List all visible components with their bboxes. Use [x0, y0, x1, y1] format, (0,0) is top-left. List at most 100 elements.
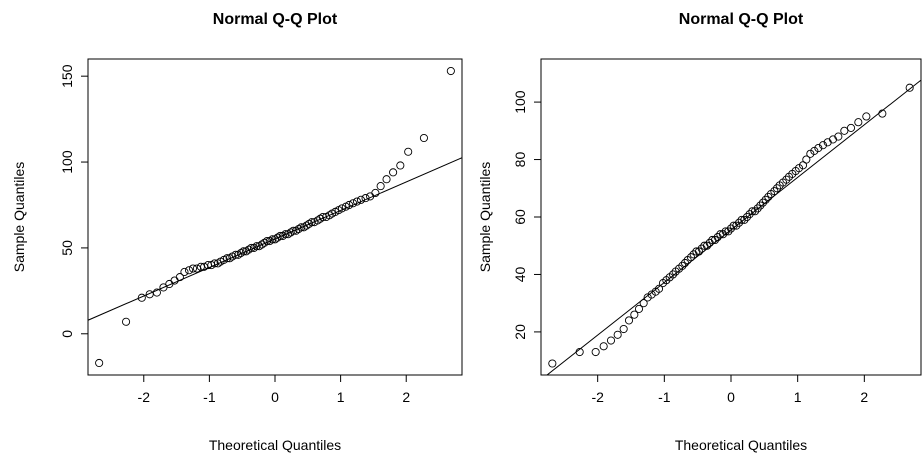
left-data-point [286, 228, 295, 237]
left-data-point [263, 236, 272, 246]
right-y-tick-label: 60 [512, 209, 528, 225]
left-data-point [265, 236, 274, 246]
right-data-point [862, 112, 871, 121]
right-x-tick-label: -2 [591, 389, 604, 405]
left-data-point [210, 259, 219, 268]
left-data-point [260, 238, 269, 247]
left-data-point [231, 250, 240, 259]
right-y-tick-label: 20 [512, 324, 528, 340]
left-reference-line [88, 157, 462, 321]
left-data-point [345, 200, 354, 210]
right-y-tick-label: 80 [512, 152, 528, 168]
right-data-point [613, 330, 622, 339]
left-data-point [325, 211, 334, 220]
right-data-point [818, 141, 828, 150]
right-data-point [575, 347, 584, 357]
left-y-tick-label: 50 [59, 240, 75, 256]
left-data-point [252, 242, 261, 251]
left-data-point [371, 188, 380, 198]
left-y-tick-label: 150 [59, 64, 75, 88]
left-data-point [389, 168, 398, 177]
right-data-point [878, 109, 887, 118]
right-data-point [758, 198, 768, 207]
right-data-point [750, 207, 760, 216]
left-points-group [95, 66, 455, 368]
right-data-point [761, 195, 770, 204]
right-data-point [634, 304, 644, 313]
right-data-point [599, 342, 608, 351]
left-data-point [244, 245, 253, 254]
left-data-point [289, 226, 298, 235]
left-data-point [352, 197, 362, 206]
left-x-tick-label: 2 [402, 389, 410, 405]
right-data-point [756, 201, 765, 210]
left-data-point [294, 224, 303, 234]
left-data-point [249, 243, 259, 252]
right-points-group [548, 83, 914, 368]
left-data-point [297, 223, 306, 232]
left-data-point [213, 259, 222, 268]
right-x-tick-label: 0 [727, 389, 735, 405]
left-data-point [376, 182, 385, 191]
left-data-point [159, 283, 168, 292]
left-data-point [184, 266, 194, 275]
right-data-point [772, 184, 782, 193]
right-data-point [643, 293, 652, 302]
right-data-point [764, 192, 773, 201]
left-data-point [137, 293, 146, 302]
right-x-axis-label: Theoretical Quantiles [675, 437, 807, 453]
right-reference-line-group [546, 79, 921, 375]
left-data-point [223, 254, 232, 263]
right-data-point [810, 146, 819, 155]
left-data-point [349, 199, 358, 208]
right-data-point [624, 316, 634, 325]
left-y-axis-label: Sample Quantiles [11, 162, 27, 273]
left-data-point [188, 264, 198, 273]
right-data-point [647, 290, 656, 299]
left-data-point [152, 288, 161, 297]
left-x-tick-label: 0 [271, 389, 279, 405]
qq-plot-panel-right: Normal Q-Q Plot Theoretical Quantiles Sa… [477, 11, 922, 453]
right-data-point [806, 149, 815, 158]
left-data-point [122, 317, 131, 326]
left-data-point [446, 66, 455, 76]
right-data-point [724, 227, 733, 236]
left-data-point [316, 214, 325, 223]
left-x-tick-label: -2 [138, 389, 151, 405]
left-data-point [281, 230, 290, 239]
right-data-point [753, 204, 762, 213]
left-data-point [180, 267, 189, 277]
right-data-point [639, 299, 648, 308]
right-data-point [905, 83, 914, 92]
right-data-point [710, 235, 720, 245]
right-data-point [680, 258, 690, 268]
left-x-tick-label: 1 [337, 389, 345, 405]
right-data-point [782, 175, 791, 184]
left-data-point [236, 249, 245, 258]
right-data-point [834, 132, 843, 141]
right-data-point [548, 359, 557, 368]
right-y-axis-label: Sample Quantiles [477, 162, 493, 273]
right-data-point [591, 347, 600, 357]
right-data-point [702, 241, 712, 250]
right-x-tick-label: 2 [860, 389, 868, 405]
right-data-point [686, 253, 696, 262]
left-data-point [273, 233, 282, 242]
left-y-tick-label: 0 [59, 330, 75, 338]
left-data-point [396, 161, 405, 170]
left-data-point [276, 231, 285, 240]
right-data-point [840, 126, 849, 135]
right-plot-frame [540, 58, 922, 376]
right-data-point [846, 123, 856, 132]
left-data-point [239, 247, 248, 256]
right-y-tick-label: 40 [512, 266, 528, 282]
qq-plot-panel-left: Normal Q-Q Plot Theoretical Quantiles Sa… [11, 11, 463, 453]
right-data-point [740, 215, 749, 224]
right-x-tick-label: -1 [658, 389, 671, 405]
left-x-axis-label: Theoretical Quantiles [209, 437, 341, 453]
right-data-point [802, 155, 811, 164]
left-data-point [268, 235, 277, 244]
left-data-point [225, 254, 234, 263]
left-axis-ticks: -2 -1 0 1 2 0 50 100 150 [59, 64, 410, 405]
